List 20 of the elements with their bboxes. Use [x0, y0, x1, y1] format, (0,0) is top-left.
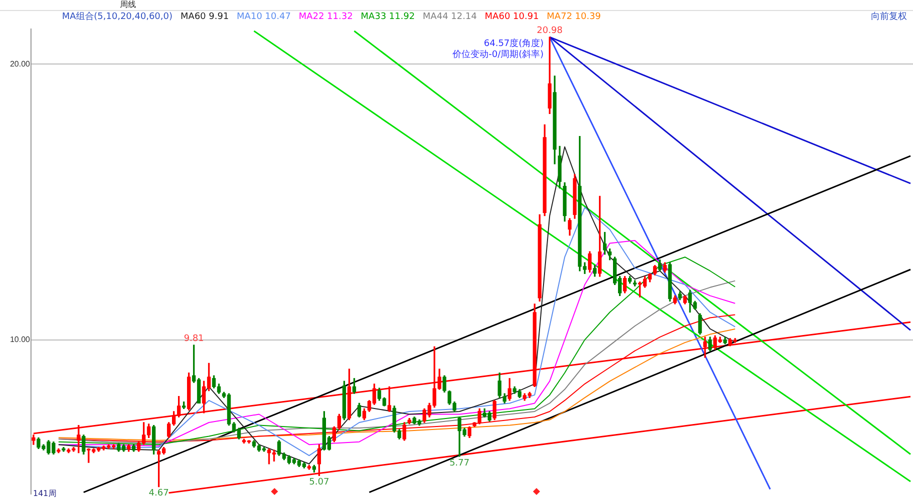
text: MA60 9.91	[180, 11, 229, 23]
annotation: 9.81	[184, 334, 204, 344]
annotation: 5.07	[309, 478, 330, 488]
text: MA60 10.91	[484, 11, 539, 23]
text: MA44 12.14	[422, 11, 477, 23]
annotation: 20.98	[536, 26, 563, 36]
text: 向前复权	[871, 11, 907, 23]
text: MA22 11.32	[298, 11, 353, 23]
y-tick-label: 20.00	[10, 59, 31, 68]
y-tick-label: 10.00	[10, 335, 31, 344]
annotation: 价位变动-0/周期(斜率)	[452, 48, 544, 60]
text: 周线	[0, 0, 913, 11]
annotation: 141周	[33, 488, 56, 499]
annotation: 64.57度(角度)	[484, 38, 544, 49]
legend-title: MA组合(5,10,20,40,60,0)	[62, 11, 173, 23]
text: MA33 11.92	[360, 11, 415, 23]
text: MA72 10.39	[546, 11, 601, 23]
annotation: 4.67	[148, 488, 169, 499]
text: MA10 10.47	[236, 11, 291, 23]
annotation: 5.77	[449, 458, 470, 468]
